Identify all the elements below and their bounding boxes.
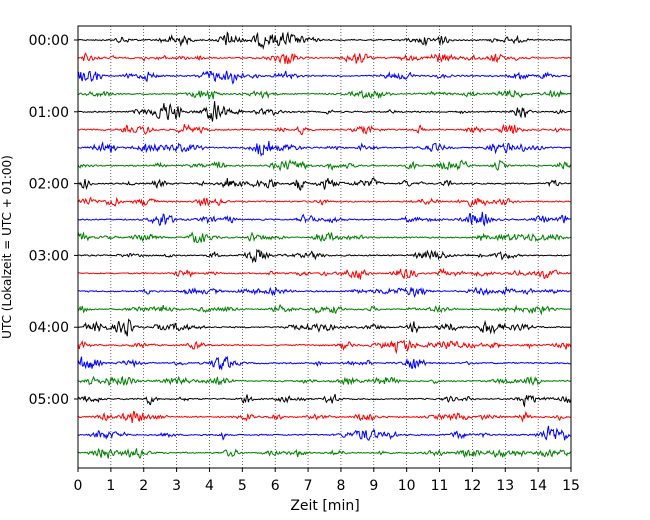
x-tick-label-5: 5 [238, 478, 247, 494]
trace-row-8 [77, 177, 572, 191]
y-tick-label-02:00: 02:00 [29, 177, 69, 193]
trace-row-2 [77, 70, 572, 85]
x-tick-label-7: 7 [304, 478, 313, 494]
x-tick-label-3: 3 [172, 478, 181, 494]
x-tick-label-10: 10 [398, 478, 416, 494]
trace-row-10 [77, 211, 572, 227]
x-tick-label-0: 0 [74, 478, 83, 494]
x-tick-label-2: 2 [139, 478, 148, 494]
trace-row-20 [77, 393, 572, 408]
y-tick-label-01:00: 01:00 [29, 105, 69, 121]
y-tick-label-00:00: 00:00 [29, 33, 69, 49]
x-tick-label-11: 11 [431, 478, 449, 494]
trace-row-7 [77, 158, 572, 172]
y-tick-label-03:00: 03:00 [29, 248, 69, 264]
x-axis-ticks: 0 1 2 3 4 5 6 7 8 9 10 11 12 13 14 15 [74, 468, 580, 494]
trace-row-1 [77, 52, 572, 65]
trace-row-9 [77, 196, 571, 208]
trace-row-6 [77, 140, 572, 157]
trace-row-0 [77, 31, 572, 50]
trace-row-17 [77, 339, 572, 355]
x-tick-label-9: 9 [369, 478, 378, 494]
trace-row-12 [77, 248, 572, 264]
trace-row-15 [77, 303, 572, 316]
trace-row-11 [77, 231, 572, 244]
x-tick-label-4: 4 [205, 478, 214, 494]
trace-row-22 [77, 425, 572, 441]
y-axis-ticks: 00:00 01:00 02:00 03:00 04:00 05:00 [29, 33, 78, 408]
trace-row-19 [77, 375, 572, 386]
vertical-gridlines [110, 26, 539, 468]
trace-row-23 [77, 448, 572, 459]
trace-row-3 [77, 88, 572, 100]
trace-row-14 [77, 285, 572, 298]
trace-row-13 [77, 267, 572, 280]
trace-row-18 [77, 355, 572, 371]
x-tick-label-14: 14 [529, 478, 547, 494]
y-axis-label: UTC (Lokalzeit = UTC + 01:00) [0, 155, 14, 339]
seismic-traces [77, 31, 572, 459]
y-tick-label-04:00: 04:00 [29, 320, 69, 336]
x-tick-label-15: 15 [562, 478, 580, 494]
y-tick-label-05:00: 05:00 [29, 392, 69, 408]
x-tick-label-1: 1 [106, 478, 115, 494]
x-tick-label-8: 8 [336, 478, 345, 494]
x-axis-label: Zeit [min] [290, 498, 359, 514]
trace-row-5 [77, 123, 572, 136]
x-tick-label-13: 13 [496, 478, 514, 494]
x-tick-label-12: 12 [463, 478, 481, 494]
x-tick-label-6: 6 [271, 478, 280, 494]
plot-frame [77, 25, 572, 469]
trace-row-21 [77, 410, 572, 424]
trace-row-4 [77, 101, 572, 122]
trace-row-16 [77, 318, 572, 337]
